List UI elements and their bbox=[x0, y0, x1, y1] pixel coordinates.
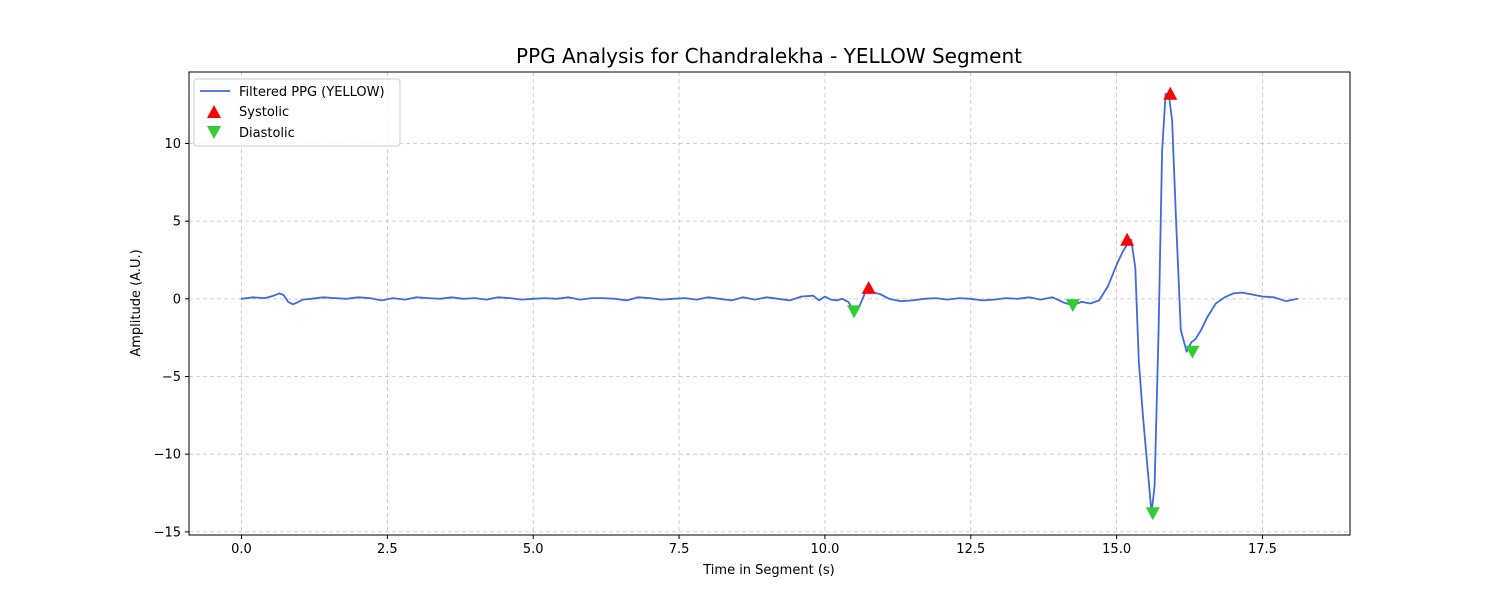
plot-area bbox=[240, 86, 1299, 521]
systolic-marker bbox=[1120, 232, 1135, 246]
legend-label-filtered: Filtered PPG (YELLOW) bbox=[239, 85, 385, 100]
diastolic-marker bbox=[1065, 299, 1080, 313]
legend: Filtered PPG (YELLOW) Systolic Diastolic bbox=[193, 78, 401, 147]
axes: 0.0 2.5 5.0 7.5 10.0 12.5 15.0 17.5 −15 −10 −5 0 5 10 bbox=[154, 137, 1277, 557]
systolic-marker bbox=[861, 280, 876, 294]
diastolic-marker bbox=[847, 305, 862, 319]
legend-label-systolic: Systolic bbox=[239, 105, 289, 120]
x-axis-label: Time in Segment (s) bbox=[702, 563, 834, 578]
x-tick-label: 10.0 bbox=[810, 542, 839, 557]
x-tick-label: 0.0 bbox=[231, 542, 252, 557]
y-tick-label: −15 bbox=[154, 525, 181, 540]
y-tick-label: 10 bbox=[164, 137, 181, 152]
systolic-marker bbox=[1163, 86, 1178, 100]
x-tick-label: 5.0 bbox=[523, 542, 544, 557]
y-tick-label: −10 bbox=[154, 448, 181, 463]
legend-label-diastolic: Diastolic bbox=[239, 126, 295, 141]
y-tick-label: −5 bbox=[162, 370, 181, 385]
diastolic-marker bbox=[1145, 507, 1160, 521]
legend-triangle-up-icon bbox=[207, 105, 221, 118]
y-tick-label: 5 bbox=[173, 215, 181, 230]
x-tick-label: 12.5 bbox=[956, 542, 985, 557]
x-tick-label: 2.5 bbox=[377, 542, 398, 557]
x-tick-label: 7.5 bbox=[669, 542, 690, 557]
legend-box bbox=[193, 78, 401, 147]
x-tick-label: 15.0 bbox=[1102, 542, 1131, 557]
chart-title: PPG Analysis for Chandralekha - YELLOW S… bbox=[516, 44, 1022, 68]
x-tick-label: 17.5 bbox=[1248, 542, 1277, 557]
plot-frame bbox=[188, 71, 1351, 536]
legend-triangle-down-icon bbox=[207, 126, 221, 139]
y-axis-label: Amplitude (A.U.) bbox=[129, 249, 144, 356]
diastolic-marker bbox=[1185, 345, 1200, 359]
y-tick-label: 0 bbox=[173, 292, 181, 307]
ppg-signal-line bbox=[240, 92, 1299, 515]
